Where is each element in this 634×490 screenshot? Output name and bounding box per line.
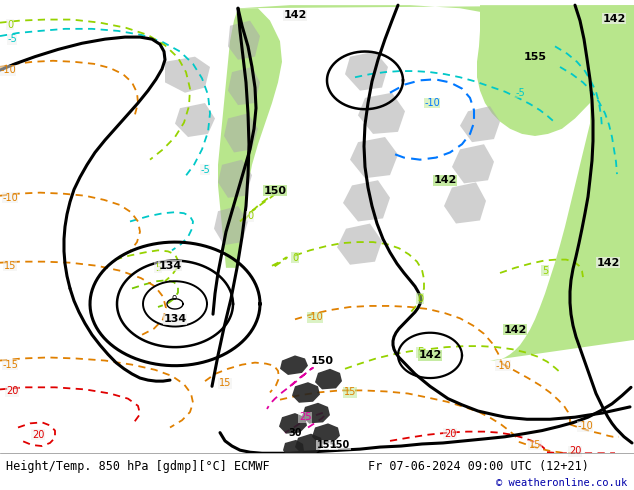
Text: 134: 134 <box>164 315 186 324</box>
Text: 142: 142 <box>418 350 442 360</box>
Text: 0: 0 <box>7 20 13 30</box>
Polygon shape <box>302 403 330 423</box>
Text: -10: -10 <box>2 193 18 203</box>
Text: 20: 20 <box>32 430 44 440</box>
Text: 155: 155 <box>524 51 547 62</box>
Polygon shape <box>312 423 340 444</box>
Polygon shape <box>477 5 634 136</box>
Text: 5: 5 <box>542 266 548 276</box>
Polygon shape <box>315 369 342 390</box>
Text: 15: 15 <box>219 378 231 388</box>
Text: -15: -15 <box>2 360 18 369</box>
Text: 150: 150 <box>264 186 287 196</box>
Text: 5: 5 <box>155 263 161 273</box>
Text: -10: -10 <box>0 65 16 75</box>
Text: -10: -10 <box>577 421 593 432</box>
Polygon shape <box>343 180 390 221</box>
Text: 142: 142 <box>597 258 619 268</box>
Polygon shape <box>283 440 304 456</box>
Text: 0: 0 <box>417 294 423 304</box>
Polygon shape <box>295 434 323 454</box>
Polygon shape <box>224 113 258 152</box>
Text: -5: -5 <box>7 34 17 44</box>
Text: 15: 15 <box>4 261 16 271</box>
Polygon shape <box>240 5 634 361</box>
Polygon shape <box>175 103 215 137</box>
Text: 150: 150 <box>330 440 350 450</box>
Polygon shape <box>452 144 494 183</box>
Polygon shape <box>214 206 248 245</box>
Text: 20: 20 <box>444 429 456 439</box>
Text: 30: 30 <box>288 428 302 438</box>
Polygon shape <box>292 382 320 403</box>
Text: 0: 0 <box>292 252 298 263</box>
Polygon shape <box>358 93 405 134</box>
Text: 142: 142 <box>503 325 527 335</box>
Text: 155: 155 <box>317 440 337 450</box>
Polygon shape <box>228 67 260 105</box>
Text: -10: -10 <box>424 98 440 108</box>
Text: © weatheronline.co.uk: © weatheronline.co.uk <box>496 478 628 488</box>
Polygon shape <box>444 182 486 223</box>
Text: 134: 134 <box>158 261 181 271</box>
Text: 20: 20 <box>6 387 18 396</box>
Polygon shape <box>337 223 382 265</box>
Text: o: o <box>171 293 176 302</box>
Polygon shape <box>280 355 308 375</box>
Text: 150: 150 <box>311 356 333 366</box>
Polygon shape <box>218 8 282 268</box>
Text: 142: 142 <box>283 10 307 21</box>
Text: Height/Temp. 850 hPa [gdmp][°C] ECMWF: Height/Temp. 850 hPa [gdmp][°C] ECMWF <box>6 460 270 473</box>
Text: 15: 15 <box>344 388 356 397</box>
Polygon shape <box>228 21 260 60</box>
Text: 142: 142 <box>433 175 456 185</box>
Text: 5: 5 <box>417 347 423 357</box>
Text: -5: -5 <box>515 88 525 98</box>
Polygon shape <box>350 137 398 178</box>
Text: Fr 07-06-2024 09:00 UTC (12+21): Fr 07-06-2024 09:00 UTC (12+21) <box>368 460 588 473</box>
Text: 15: 15 <box>529 440 541 450</box>
Polygon shape <box>345 51 388 91</box>
Text: -5: -5 <box>200 165 210 175</box>
Polygon shape <box>279 413 307 434</box>
Text: 142: 142 <box>602 14 626 24</box>
Text: -10: -10 <box>495 361 511 371</box>
Text: 0: 0 <box>247 211 253 221</box>
Polygon shape <box>165 57 210 93</box>
Text: 25: 25 <box>299 412 311 422</box>
Text: 20: 20 <box>569 446 581 456</box>
Polygon shape <box>218 160 252 198</box>
Text: -10: -10 <box>307 312 323 322</box>
Polygon shape <box>460 106 500 142</box>
